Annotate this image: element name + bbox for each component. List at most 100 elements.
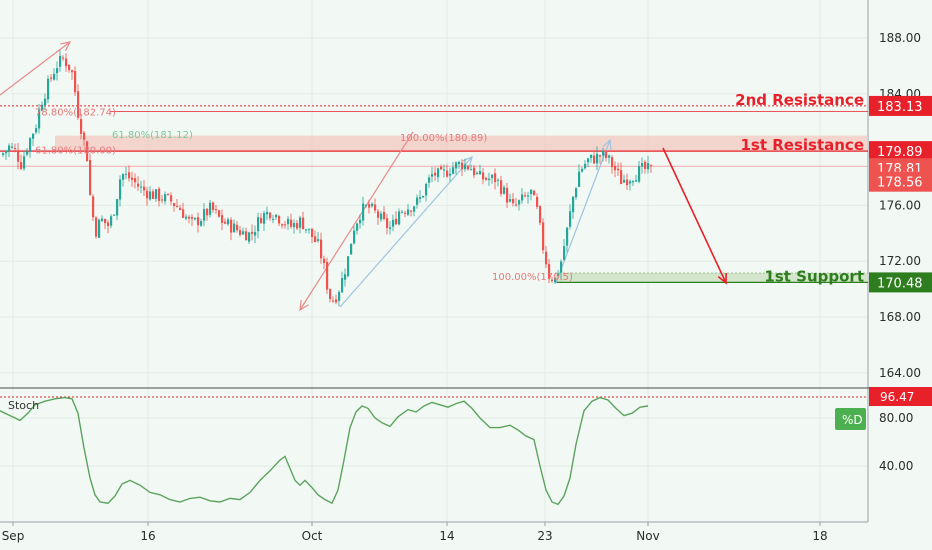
price-tag-bg <box>869 171 932 192</box>
candle <box>344 268 347 287</box>
candle <box>191 214 194 227</box>
candle <box>626 173 629 190</box>
candle <box>623 174 626 184</box>
candle <box>380 211 383 222</box>
candle <box>263 210 266 231</box>
candle <box>323 255 326 270</box>
candle <box>473 164 476 179</box>
stoch-label[interactable]: Stoch <box>8 399 39 412</box>
candle <box>227 217 230 227</box>
candle <box>425 182 428 202</box>
candle <box>272 215 275 224</box>
candle <box>362 196 365 226</box>
candle <box>353 225 356 245</box>
candle <box>236 221 239 233</box>
candle <box>482 167 485 185</box>
candle <box>266 206 269 220</box>
level-tag-bg <box>869 95 932 116</box>
candle <box>113 214 116 216</box>
candle <box>314 230 317 243</box>
candle <box>140 180 143 193</box>
stoch-tick: 80.00 <box>879 411 913 425</box>
fib-label: 61.80%(181.12) <box>112 130 193 141</box>
candle <box>386 213 389 235</box>
candle <box>650 164 653 173</box>
candle <box>281 223 284 229</box>
candle <box>593 150 596 165</box>
candle <box>128 165 131 182</box>
candle <box>644 159 647 174</box>
candle <box>179 204 182 211</box>
candle <box>536 193 539 210</box>
zones <box>55 135 868 283</box>
candle <box>467 164 470 171</box>
candle <box>155 188 158 202</box>
candle <box>317 232 320 243</box>
candle <box>158 186 161 207</box>
candle <box>638 161 641 184</box>
candle <box>542 218 545 254</box>
candle <box>221 209 224 231</box>
candle <box>62 55 65 61</box>
candle <box>617 162 620 177</box>
y-tick-label: 164.00 <box>879 366 921 380</box>
candle <box>497 178 500 187</box>
fib-label: 100.00%(170.5) <box>492 272 573 283</box>
candle <box>374 198 377 214</box>
up-arrow-sep <box>0 41 71 96</box>
candle <box>203 203 206 227</box>
candle <box>416 194 419 209</box>
x-axis[interactable]: Sep 16 Oct 14 23 Nov 18 <box>2 522 828 543</box>
stoch-tick: 40.00 <box>879 459 913 473</box>
candle <box>71 69 74 80</box>
candle <box>134 173 137 189</box>
x-tick-label: Nov <box>636 529 659 543</box>
candle <box>5 150 8 160</box>
candle <box>500 175 503 197</box>
candle <box>596 146 599 171</box>
candle <box>635 174 638 182</box>
y-axis[interactable]: 188.00184.00180.00176.00172.00168.00164.… <box>879 31 921 380</box>
candle <box>377 208 380 225</box>
candle <box>524 191 527 198</box>
candle <box>506 183 509 208</box>
candle <box>296 219 299 231</box>
candle <box>98 218 101 238</box>
down-arrow-oct-head <box>299 299 309 312</box>
level-lines <box>0 105 868 398</box>
candle <box>419 190 422 203</box>
candle <box>518 199 521 211</box>
candle <box>131 171 134 187</box>
level-label: 1st Resistance <box>740 136 864 154</box>
candle <box>392 214 395 232</box>
candle <box>584 159 587 170</box>
candle <box>284 220 287 229</box>
candle <box>35 124 38 135</box>
candle <box>17 142 20 170</box>
fib-label: 61.80%(180.00) <box>35 146 116 157</box>
candle <box>254 225 257 244</box>
x-tick-label: 14 <box>439 529 454 543</box>
candle <box>341 271 344 294</box>
candle <box>551 276 554 283</box>
candle <box>350 243 353 255</box>
candle <box>395 211 398 226</box>
candle <box>332 296 335 303</box>
candle <box>383 206 386 221</box>
candle <box>59 50 62 72</box>
candle <box>269 211 272 221</box>
level-label: 2nd Resistance <box>735 91 864 109</box>
candle <box>554 277 557 284</box>
candle <box>116 198 119 221</box>
candle <box>410 209 413 217</box>
candle <box>194 217 197 221</box>
candle <box>248 231 251 245</box>
candle <box>455 161 458 175</box>
candle <box>611 155 614 174</box>
candle <box>530 189 533 201</box>
candle <box>32 133 35 146</box>
candle <box>575 186 578 200</box>
candle <box>470 164 473 171</box>
candle <box>422 195 425 199</box>
